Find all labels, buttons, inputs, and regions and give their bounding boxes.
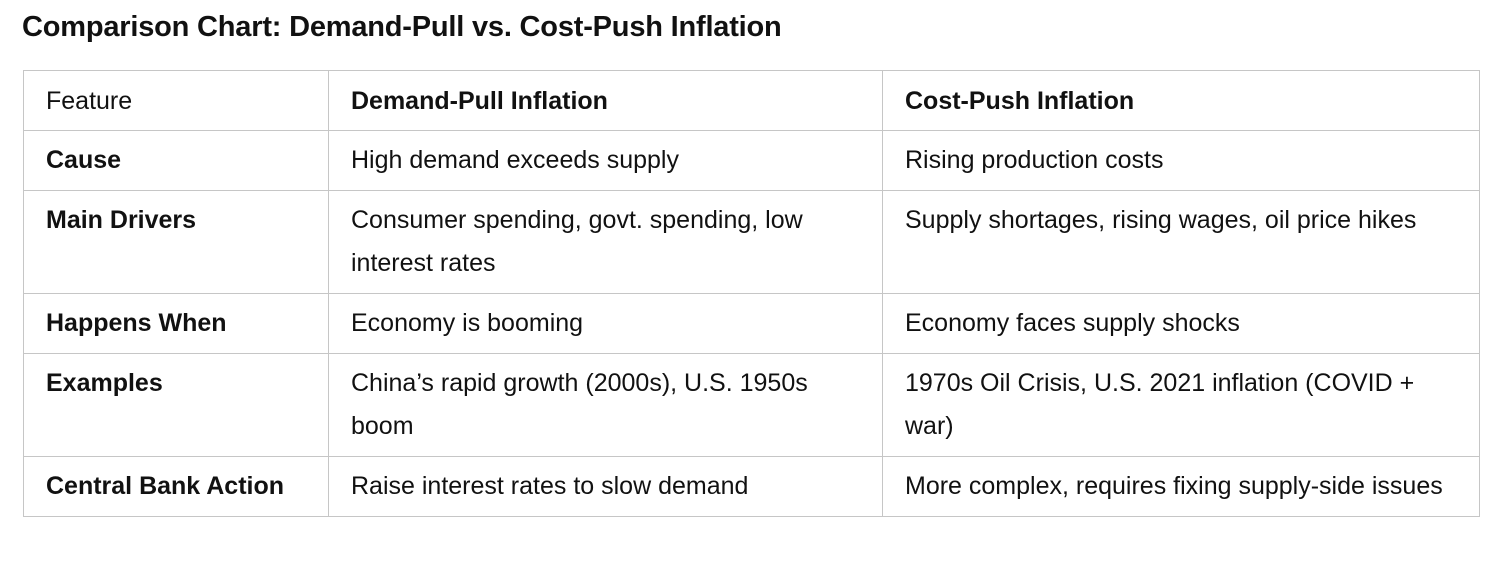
cell-demand-pull: Raise interest rates to slow demand — [328, 456, 883, 517]
table-row: Examples China’s rapid growth (2000s), U… — [23, 353, 1480, 457]
table-row: Main Drivers Consumer spending, govt. sp… — [23, 190, 1480, 294]
header-cost-push: Cost-Push Inflation — [882, 70, 1480, 131]
cell-cost-push: More complex, requires fixing supply-sid… — [882, 456, 1480, 517]
header-demand-pull: Demand-Pull Inflation — [328, 70, 883, 131]
cell-cost-push: Supply shortages, rising wages, oil pric… — [882, 190, 1480, 294]
table-row: Central Bank Action Raise interest rates… — [23, 456, 1480, 517]
cell-demand-pull: High demand exceeds supply — [328, 130, 883, 191]
cell-demand-pull: China’s rapid growth (2000s), U.S. 1950s… — [328, 353, 883, 457]
row-label-central-bank-action: Central Bank Action — [23, 456, 329, 517]
row-label-examples: Examples — [23, 353, 329, 457]
row-label-main-drivers: Main Drivers — [23, 190, 329, 294]
cell-cost-push: 1970s Oil Crisis, U.S. 2021 inflation (C… — [882, 353, 1480, 457]
cell-cost-push: Economy faces supply shocks — [882, 293, 1480, 354]
table-header: Feature Demand-Pull Inflation Cost-Push … — [23, 70, 1480, 131]
cell-demand-pull: Economy is booming — [328, 293, 883, 354]
page-title: Comparison Chart: Demand-Pull vs. Cost-P… — [22, 11, 782, 43]
row-label-happens-when: Happens When — [23, 293, 329, 354]
row-label-cause: Cause — [23, 130, 329, 191]
table-body: Cause High demand exceeds supply Rising … — [23, 130, 1480, 517]
table-row: Happens When Economy is booming Economy … — [23, 293, 1480, 354]
header-feature: Feature — [23, 70, 329, 131]
cell-demand-pull: Consumer spending, govt. spending, low i… — [328, 190, 883, 294]
comparison-table: Feature Demand-Pull Inflation Cost-Push … — [23, 70, 1480, 517]
header-row: Feature Demand-Pull Inflation Cost-Push … — [23, 70, 1480, 131]
cell-cost-push: Rising production costs — [882, 130, 1480, 191]
table-row: Cause High demand exceeds supply Rising … — [23, 130, 1480, 191]
